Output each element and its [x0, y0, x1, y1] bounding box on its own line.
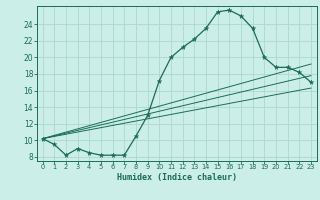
X-axis label: Humidex (Indice chaleur): Humidex (Indice chaleur)	[117, 173, 237, 182]
